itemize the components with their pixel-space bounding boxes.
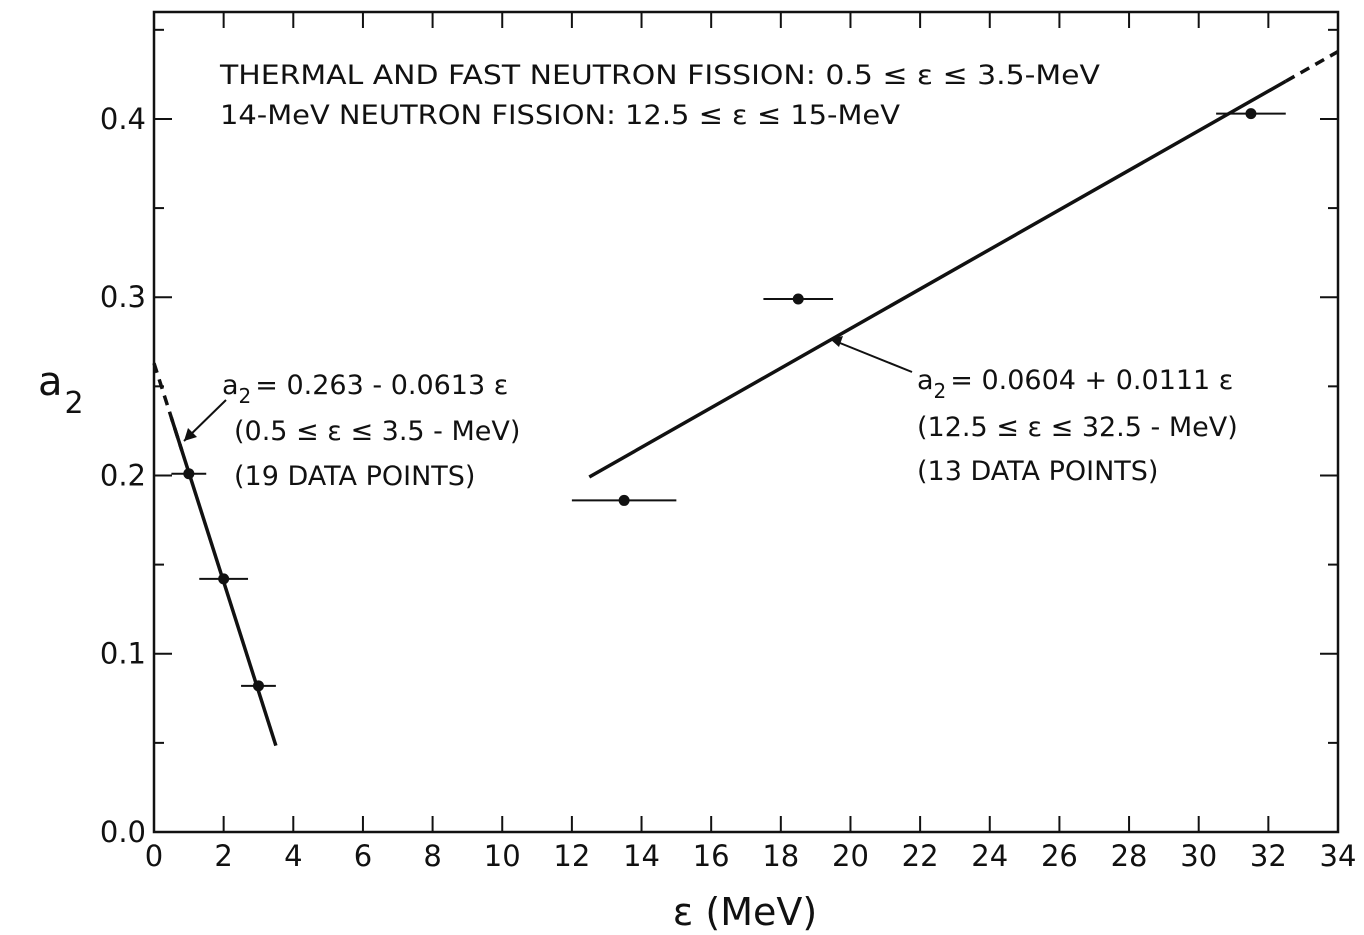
data-point-series-1 bbox=[183, 468, 195, 480]
header-line-2: 14-MeV NEUTRON FISSION: 12.5 ≤ ε ≤ 15-Me… bbox=[220, 100, 901, 131]
x-tick-label: 6 bbox=[354, 839, 372, 873]
x-tick-label: 18 bbox=[762, 839, 799, 873]
x-tick-label: 24 bbox=[971, 839, 1008, 873]
data-point-series-1 bbox=[252, 680, 264, 692]
y-tick-label: 0.4 bbox=[100, 102, 146, 136]
x-tick-label: 30 bbox=[1180, 839, 1217, 873]
x-tick-label: 8 bbox=[423, 839, 441, 873]
x-tick-label: 2 bbox=[214, 839, 232, 873]
fit-right-symbol: a bbox=[917, 365, 934, 396]
x-tick-label: 26 bbox=[1041, 839, 1078, 873]
y-tick-label: 0.0 bbox=[100, 815, 146, 849]
y-tick-label: 0.2 bbox=[100, 458, 146, 492]
fit-right-equation: a2 = 0.0604 + 0.0111 ε bbox=[917, 365, 1233, 403]
fit-right-symbol-sub: 2 bbox=[934, 379, 947, 403]
x-tick-label: 32 bbox=[1250, 839, 1287, 873]
x-tick-label: 0 bbox=[145, 839, 163, 873]
x-tick-label: 4 bbox=[284, 839, 302, 873]
fit-right-arrow-head bbox=[830, 336, 843, 347]
y-axis-label: a2 bbox=[38, 359, 84, 421]
x-tick-label: 14 bbox=[623, 839, 660, 873]
x-tick-label: 10 bbox=[484, 839, 521, 873]
fit-left-symbol: a bbox=[222, 370, 239, 401]
x-tick-label: 16 bbox=[693, 839, 730, 873]
y-axis-label-sub: 2 bbox=[65, 386, 84, 421]
y-axis-ticks: 0.0 0.1 0.2 0.3 0.4 bbox=[100, 28, 1338, 849]
fit-right-range: (12.5 ≤ ε ≤ 32.5 - MeV) bbox=[917, 412, 1238, 443]
x-tick-label: 22 bbox=[902, 839, 939, 873]
data-point-series-2 bbox=[792, 293, 804, 305]
y-tick-label: 0.1 bbox=[100, 637, 146, 671]
plot-border bbox=[152, 10, 1340, 834]
fit-line-solid-2 bbox=[588, 79, 1287, 479]
fit-left-equation: a2 = 0.263 - 0.0613 ε bbox=[222, 370, 508, 408]
fit-left-equation-text: = 0.263 - 0.0613 ε bbox=[255, 370, 508, 401]
plot-frame bbox=[152, 10, 1340, 834]
x-tick-label: 28 bbox=[1111, 839, 1148, 873]
fit-line-extrapolated-1 bbox=[152, 362, 184, 452]
x-tick-label: 20 bbox=[832, 839, 869, 873]
fit-right-points: (13 DATA POINTS) bbox=[917, 456, 1158, 487]
x-tick-label: 34 bbox=[1320, 839, 1357, 873]
data-points bbox=[171, 108, 1286, 692]
fit-left-range: (0.5 ≤ ε ≤ 3.5 - MeV) bbox=[234, 416, 520, 447]
header-line-1: THERMAL AND FAST NEUTRON FISSION: 0.5 ≤ … bbox=[219, 60, 1101, 91]
data-point-series-1 bbox=[218, 573, 230, 585]
fit-right-arrow-shaft bbox=[829, 338, 913, 373]
x-axis-label: ε (MeV) bbox=[673, 890, 817, 934]
y-axis-label-main: a bbox=[38, 359, 63, 405]
fit-right-equation-text: = 0.0604 + 0.0111 ε bbox=[950, 365, 1233, 396]
data-point-series-2 bbox=[1245, 108, 1257, 120]
fit-left-points: (19 DATA POINTS) bbox=[234, 461, 475, 492]
fit-annotation-left: a2 = 0.263 - 0.0613 ε (0.5 ≤ ε ≤ 3.5 - Me… bbox=[183, 370, 520, 492]
y-tick-label: 0.3 bbox=[100, 280, 146, 314]
fit-left-symbol-sub: 2 bbox=[239, 384, 252, 408]
fit-line-extrapolated-2 bbox=[1284, 50, 1339, 83]
fit-annotation-right: a2 = 0.0604 + 0.0111 ε (12.5 ≤ ε ≤ 32.5 -… bbox=[829, 336, 1238, 487]
x-tick-label: 12 bbox=[553, 839, 590, 873]
data-point-series-2 bbox=[618, 494, 630, 506]
x-axis-ticks: 0 2 4 6 8 10 12 14 16 18 20 22 24 26 28 30 32 34 bbox=[145, 12, 1357, 873]
fit-left-arrow-head bbox=[184, 428, 197, 441]
